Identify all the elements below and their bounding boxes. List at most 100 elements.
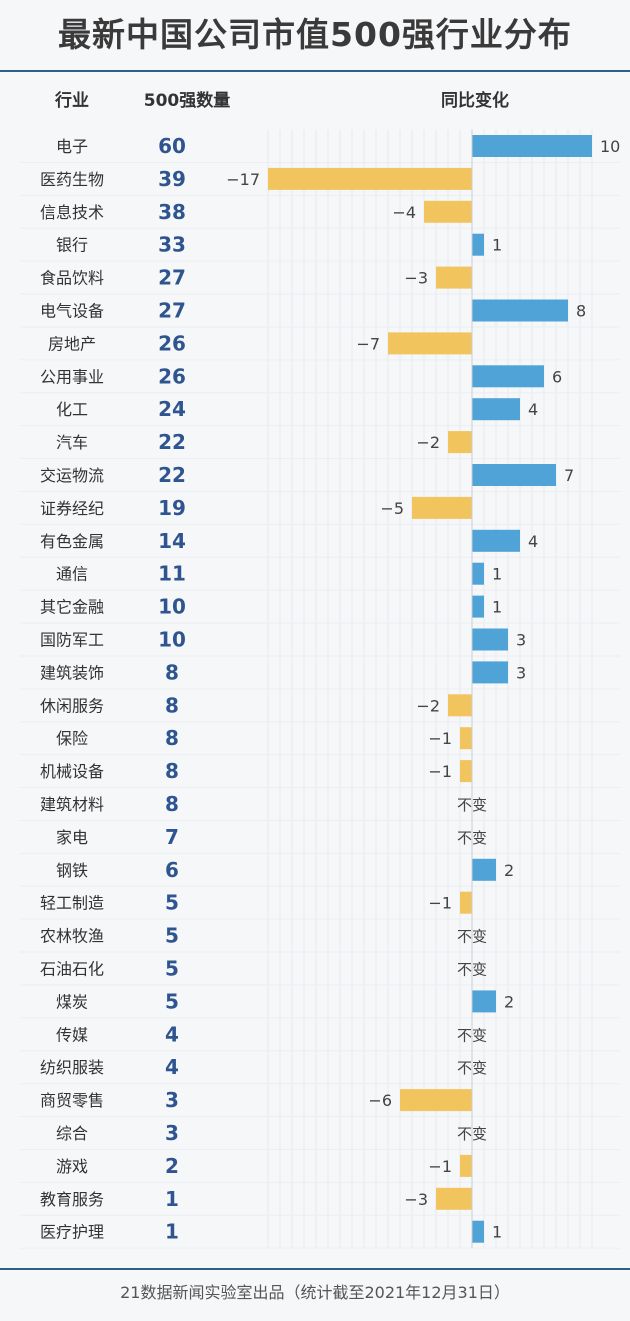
industry-label: 证券经纪: [40, 499, 104, 518]
change-bar: [448, 431, 472, 454]
change-value: −7: [356, 334, 380, 353]
change-bar: [460, 891, 472, 914]
chart-row: 医药生物 39 −17: [20, 167, 620, 196]
industry-label: 医药生物: [40, 170, 104, 189]
count-value: 26: [158, 364, 186, 388]
industry-label: 公用事业: [40, 367, 104, 386]
chart-row: 家电 7 不变: [20, 825, 620, 854]
change-bar: [436, 1187, 472, 1210]
change-value: −3: [404, 269, 428, 288]
industry-label: 轻工制造: [40, 894, 104, 913]
change-value: 6: [552, 367, 562, 386]
change-value: 1: [492, 598, 502, 617]
industry-label: 电子: [56, 137, 88, 156]
count-value: 5: [165, 924, 179, 948]
chart-row: 化工 24 4: [20, 397, 620, 427]
change-value: −17: [226, 170, 260, 189]
industry-label: 化工: [56, 400, 88, 419]
count-value: 22: [158, 430, 186, 454]
change-bar: [472, 233, 484, 256]
industry-label: 综合: [56, 1124, 88, 1143]
header-industry: 行业: [54, 90, 89, 111]
count-value: 10: [158, 628, 186, 652]
industry-label: 国防军工: [40, 631, 104, 650]
change-value: 10: [600, 137, 620, 156]
chart-row: 汽车 22 −2: [20, 430, 620, 460]
change-value: 3: [516, 663, 526, 682]
chart-row: 煤炭 5 2: [20, 989, 620, 1019]
change-value: −3: [404, 1190, 428, 1209]
change-bar: [472, 595, 484, 618]
chart-row: 电气设备 27 8: [20, 299, 620, 328]
chart-row: 其它金融 10 1: [20, 595, 620, 624]
change-bar: [472, 299, 568, 322]
change-bar: [472, 135, 592, 157]
industry-label: 交运物流: [40, 466, 104, 485]
industry-label: 食品饮料: [40, 269, 104, 288]
industry-label: 通信: [56, 565, 88, 584]
industry-label: 商贸零售: [40, 1091, 104, 1110]
count-value: 8: [165, 792, 179, 816]
bottom-rule: [0, 1268, 630, 1270]
count-value: 5: [165, 989, 179, 1013]
industry-label: 汽车: [56, 433, 88, 452]
change-bar: [472, 990, 496, 1013]
change-bar: [472, 858, 496, 881]
count-value: 10: [158, 595, 186, 619]
chart-row: 游戏 2 −1: [20, 1154, 620, 1183]
chart-row: 机械设备 8 −1: [20, 759, 620, 789]
chart-row: 建筑材料 8 不变: [20, 792, 620, 821]
count-value: 6: [165, 858, 179, 882]
count-value: 1: [165, 1187, 179, 1211]
change-bar: [460, 760, 472, 783]
change-value: −1: [428, 894, 452, 913]
industry-label: 石油石化: [40, 960, 104, 979]
industry-label: 房地产: [48, 334, 96, 353]
chart-row: 石油石化 5 不变: [20, 957, 620, 986]
count-value: 8: [165, 759, 179, 783]
change-bar: [472, 529, 520, 552]
change-value: 2: [504, 861, 514, 880]
change-value: 2: [504, 992, 514, 1011]
change-value: −1: [428, 762, 452, 781]
chart-row: 国防军工 10 3: [20, 628, 620, 657]
count-value: 24: [158, 397, 186, 421]
top-rule: [0, 70, 630, 72]
change-bar: [472, 365, 544, 388]
chart-row: 保险 8 −1: [20, 726, 620, 756]
count-value: 3: [165, 1088, 179, 1112]
chart-row: 交运物流 22 7: [20, 463, 620, 492]
industry-label: 建筑装饰: [40, 663, 104, 682]
count-value: 60: [158, 134, 186, 158]
change-value: −1: [428, 729, 452, 748]
chart-row: 医疗护理 1 1: [20, 1220, 620, 1249]
industry-label: 休闲服务: [40, 696, 104, 715]
industry-label: 家电: [56, 828, 88, 847]
industry-label: 农林牧渔: [40, 927, 104, 946]
change-value: −2: [416, 696, 440, 715]
industry-label: 传媒: [56, 1025, 88, 1044]
chart-row: 休闲服务 8 −2: [20, 693, 620, 723]
industry-label: 其它金融: [40, 598, 104, 617]
count-value: 27: [158, 266, 186, 290]
chart-row: 银行 33 1: [20, 233, 620, 262]
chart-row: 建筑装饰 8 3: [20, 660, 620, 690]
industry-label: 银行: [56, 236, 88, 255]
count-value: 5: [165, 957, 179, 981]
chart-row: 综合 3 不变: [20, 1121, 620, 1150]
chart-row: 电子 60 10: [20, 134, 620, 163]
count-value: 38: [158, 200, 186, 224]
count-value: 27: [158, 299, 186, 323]
industry-label: 煤炭: [56, 992, 88, 1011]
change-value: 4: [528, 532, 538, 551]
chart-row: 商贸零售 3 −6: [20, 1088, 620, 1118]
industry-label: 游戏: [56, 1157, 88, 1176]
change-bar: [472, 398, 520, 421]
chart-row: 纺织服装 4 不变: [20, 1055, 620, 1085]
change-value: −2: [416, 433, 440, 452]
count-value: 33: [158, 233, 186, 257]
chart-row: 轻工制造 5 −1: [20, 891, 620, 920]
change-bar: [436, 266, 472, 289]
change-value: 1: [492, 1223, 502, 1242]
